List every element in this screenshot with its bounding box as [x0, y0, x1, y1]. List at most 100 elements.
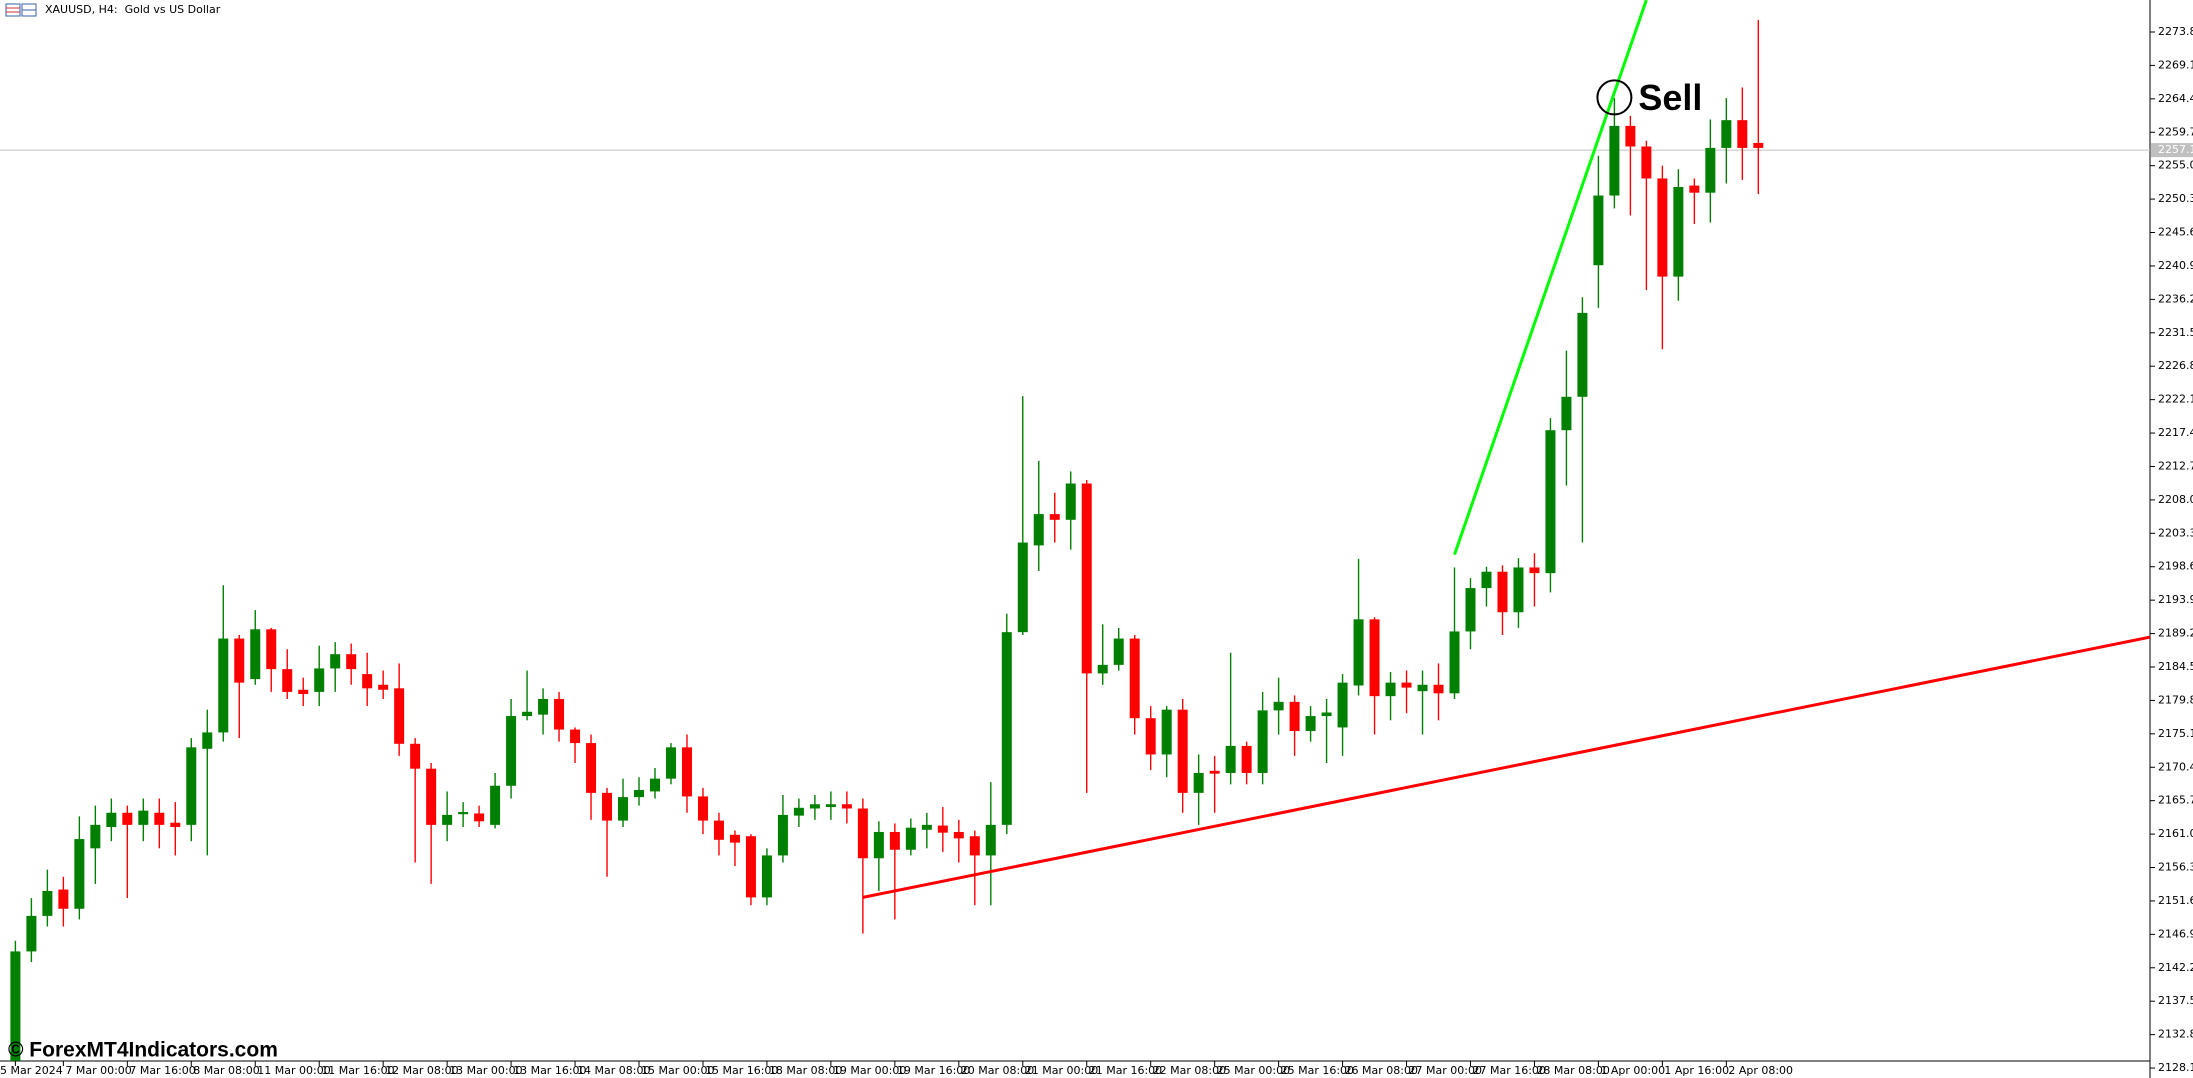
candle-body	[410, 743, 421, 769]
current-price-label: 2257.19	[2158, 143, 2193, 156]
candle-body	[1625, 125, 1636, 147]
y-tick-label: 2146.90	[2158, 927, 2193, 940]
y-tick-label: 2245.60	[2158, 226, 2193, 239]
candle-body	[1641, 146, 1652, 179]
y-tick-label: 2179.80	[2158, 693, 2193, 706]
candle-body	[969, 836, 980, 856]
x-tick-label: 21 Mar 00:00	[1025, 1064, 1098, 1077]
candle-body	[793, 807, 804, 816]
x-tick-label: 5 Mar 2024	[0, 1064, 63, 1077]
x-tick-label: 28 Mar 08:00	[1536, 1064, 1609, 1077]
x-tick-label: 26 Mar 08:00	[1345, 1064, 1418, 1077]
candle-body	[538, 698, 549, 715]
candle-body	[1001, 632, 1012, 825]
candle-body	[106, 812, 117, 827]
y-tick-label: 2170.40	[2158, 760, 2193, 773]
candle-body	[394, 688, 405, 744]
candle-body	[1081, 483, 1092, 674]
x-tick-label: 25 Mar 16:00	[1281, 1064, 1354, 1077]
y-tick-label: 2128.10	[2158, 1061, 2193, 1074]
candle-body	[729, 834, 740, 843]
candle-body	[586, 743, 597, 793]
candle-body	[10, 951, 21, 1061]
x-tick-label: 15 Mar 16:00	[705, 1064, 778, 1077]
candle-body	[1609, 125, 1620, 196]
y-tick-label: 2132.80	[2158, 1028, 2193, 1041]
candle-body	[1449, 631, 1460, 694]
y-tick-label: 2226.80	[2158, 359, 2193, 372]
candle-body	[506, 716, 517, 786]
candle-body	[522, 711, 533, 717]
x-tick-label: 8 Mar 08:00	[193, 1064, 259, 1077]
y-tick-label: 2137.50	[2158, 994, 2193, 1007]
candle-body	[1113, 638, 1124, 665]
chart-title: XAUUSD, H4: Gold vs US Dollar	[45, 3, 221, 16]
candle-body	[1273, 701, 1284, 711]
annotation-text: Sell	[1638, 77, 1702, 118]
candle-body	[809, 804, 820, 809]
candle-body	[362, 674, 373, 689]
y-tick-label: 2189.20	[2158, 627, 2193, 640]
x-tick-label: 2 Apr 08:00	[1728, 1064, 1793, 1077]
candle-body	[634, 790, 645, 798]
x-tick-label: 19 Mar 16:00	[897, 1064, 970, 1077]
x-tick-label: 21 Mar 16:00	[1089, 1064, 1162, 1077]
candle-body	[921, 824, 932, 830]
candle-body	[1753, 142, 1764, 148]
candle-body	[122, 812, 133, 825]
x-tick-label: 25 Mar 00:00	[1217, 1064, 1290, 1077]
current-price-box	[2151, 143, 2193, 158]
y-tick-label: 2236.20	[2158, 292, 2193, 305]
candle-body	[889, 831, 900, 850]
candle-body	[1225, 745, 1236, 773]
y-tick-label: 2208.00	[2158, 493, 2193, 506]
candle-body	[1401, 682, 1412, 688]
x-tick-label: 7 Mar 00:00	[65, 1064, 131, 1077]
candle-body	[1257, 710, 1268, 773]
x-tick-label: 13 Mar 00:00	[449, 1064, 522, 1077]
y-tick-label: 2264.40	[2158, 92, 2193, 105]
plot-area	[0, 0, 2150, 1061]
symbol-icon	[5, 3, 37, 17]
candle-body	[554, 698, 565, 730]
x-tick-label: 7 Mar 16:00	[129, 1064, 195, 1077]
candle-body	[1129, 638, 1140, 719]
candle-body	[905, 827, 916, 850]
y-tick-label: 2240.90	[2158, 259, 2193, 272]
y-tick-label: 2161.00	[2158, 827, 2193, 840]
candle-body	[650, 778, 660, 792]
candle-body	[330, 654, 341, 669]
candle-body	[1737, 120, 1748, 148]
candle-body	[426, 768, 437, 825]
candle-body	[745, 836, 756, 898]
candle-body	[1705, 147, 1716, 193]
candle-body	[74, 839, 85, 909]
candle-body	[1417, 684, 1428, 692]
y-tick-label: 2269.10	[2158, 58, 2193, 71]
candle-body	[1289, 701, 1300, 731]
candle-body	[681, 747, 692, 797]
candle-body	[1481, 571, 1492, 589]
watermark: © ForexMT4Indicators.com	[8, 1039, 278, 1062]
y-tick-label: 2212.70	[2158, 459, 2193, 472]
candle-body	[234, 638, 245, 683]
candle-body	[1593, 195, 1604, 266]
candle-body	[58, 889, 69, 909]
candle-body	[154, 812, 165, 825]
candle-body	[1465, 588, 1476, 632]
y-tick-label: 2250.30	[2158, 192, 2193, 205]
y-tick-label: 2198.60	[2158, 560, 2193, 573]
candle-body	[1177, 709, 1188, 793]
candle-body	[1145, 718, 1156, 755]
x-tick-label: 12 Mar 08:00	[385, 1064, 458, 1077]
candle-body	[1433, 684, 1444, 694]
candle-body	[602, 792, 613, 821]
candle-body	[1193, 772, 1204, 793]
candle-body	[474, 813, 485, 822]
x-tick-label: 20 Mar 08:00	[961, 1064, 1034, 1077]
candle-body	[570, 729, 581, 744]
y-tick-label: 2175.10	[2158, 727, 2193, 740]
